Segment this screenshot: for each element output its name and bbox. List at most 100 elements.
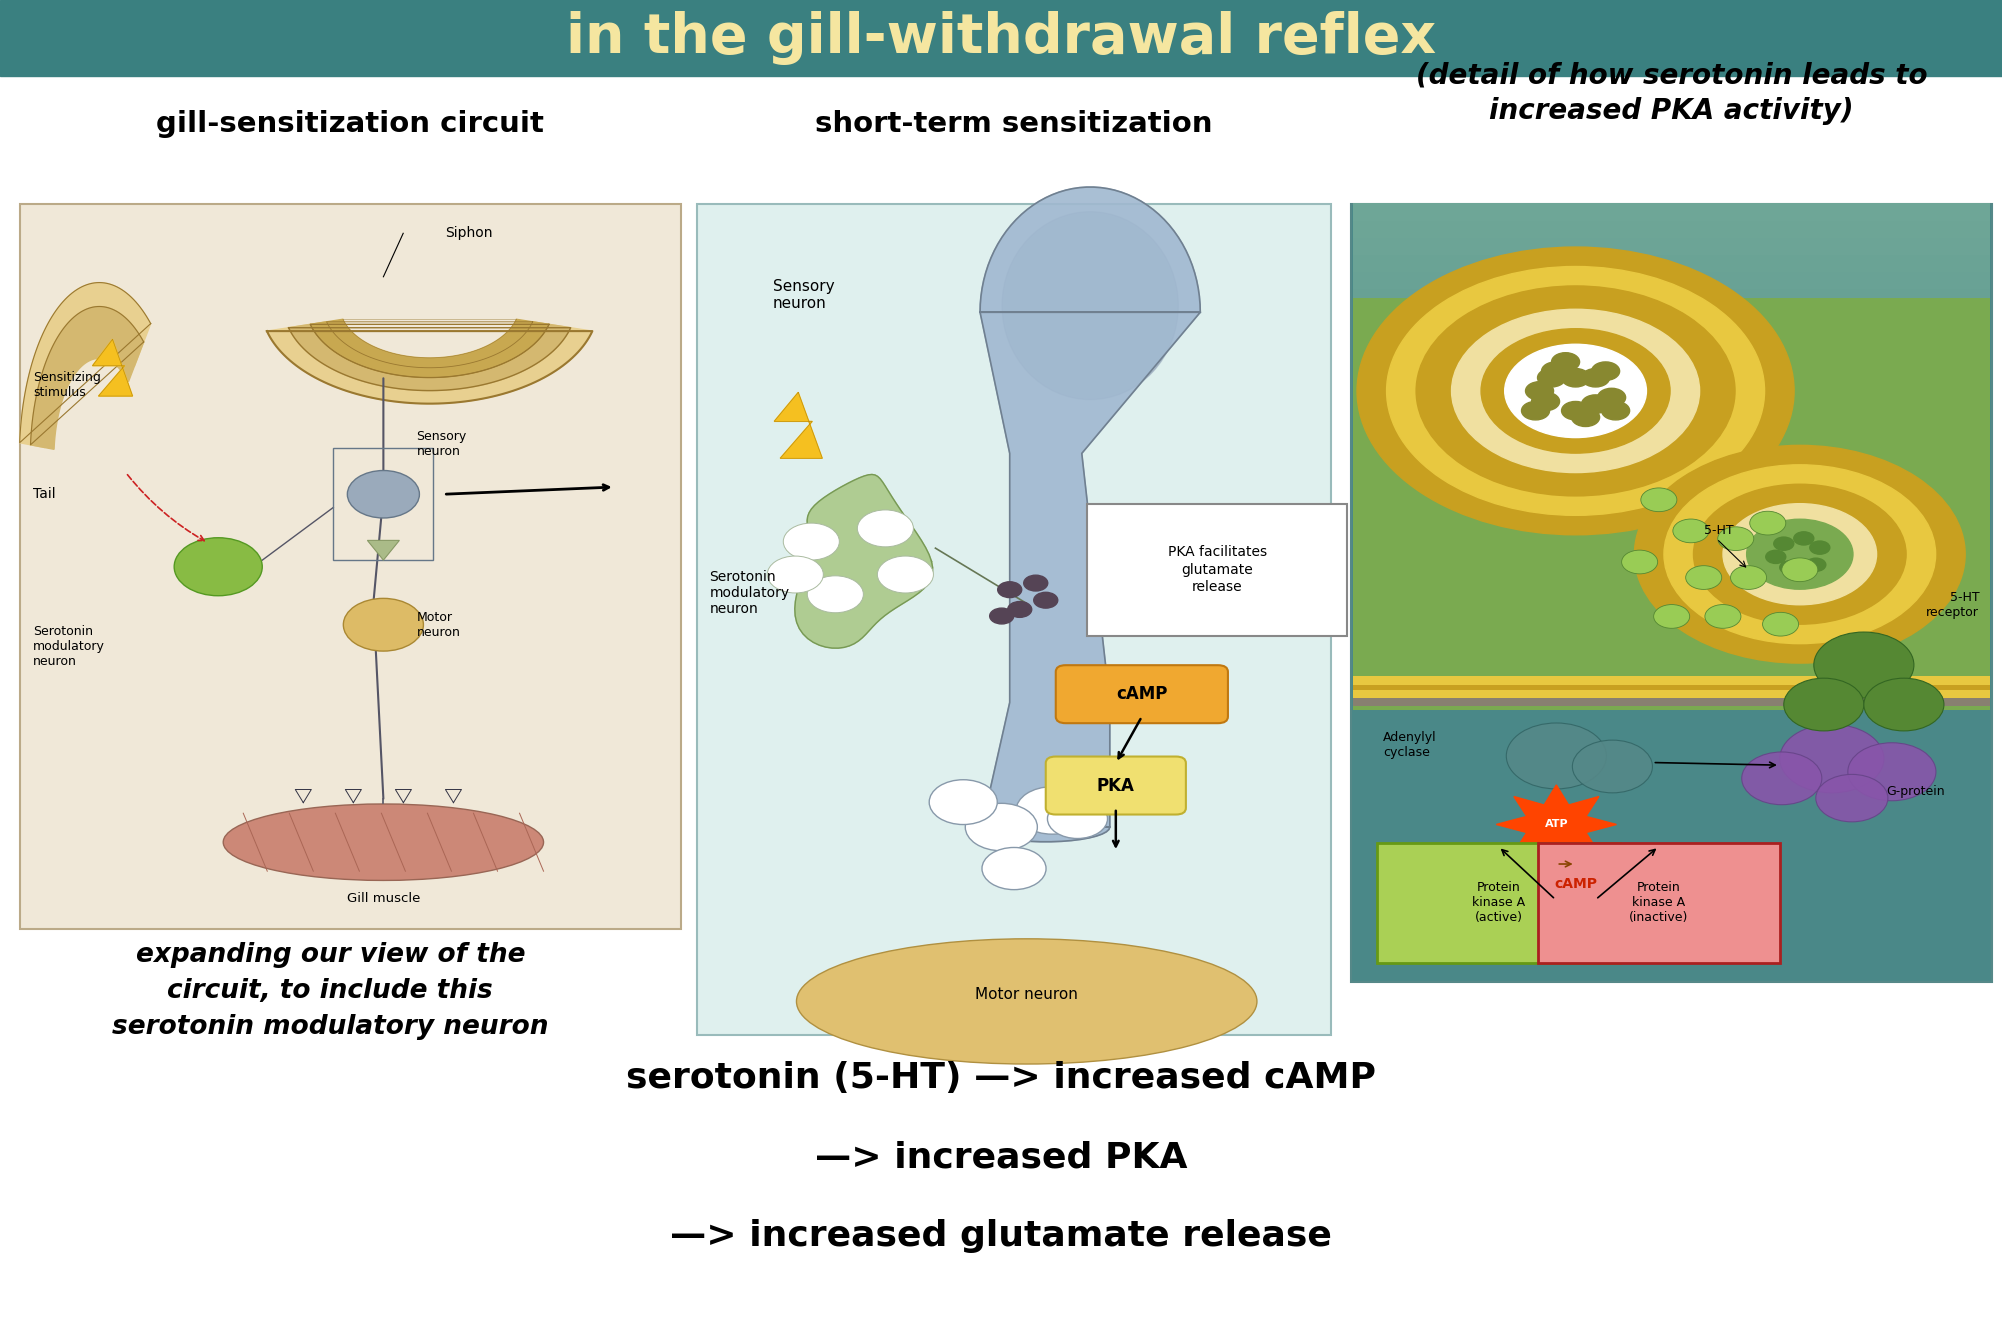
Polygon shape xyxy=(1495,786,1616,865)
Bar xyxy=(1353,489,1990,507)
Circle shape xyxy=(1562,369,1590,387)
FancyBboxPatch shape xyxy=(1377,842,1620,962)
Circle shape xyxy=(1694,484,1906,625)
Text: expanding our view of the
circuit, to include this
serotonin modulatory neuron: expanding our view of the circuit, to in… xyxy=(112,942,549,1040)
Bar xyxy=(1353,689,1990,697)
Circle shape xyxy=(1774,538,1794,551)
Circle shape xyxy=(1572,741,1652,793)
Bar xyxy=(1353,320,1990,339)
Bar xyxy=(334,448,434,560)
Circle shape xyxy=(1033,592,1057,608)
Circle shape xyxy=(1864,679,1944,731)
FancyBboxPatch shape xyxy=(1538,842,1780,962)
Circle shape xyxy=(1017,787,1089,834)
Text: cAMP: cAMP xyxy=(1554,876,1598,891)
Circle shape xyxy=(1806,559,1826,572)
Circle shape xyxy=(1047,799,1107,838)
Circle shape xyxy=(1387,266,1764,515)
Circle shape xyxy=(1023,575,1047,590)
Bar xyxy=(1353,608,1990,626)
Bar xyxy=(1351,204,1992,982)
Bar xyxy=(1353,697,1990,706)
Text: gill-sensitization circuit: gill-sensitization circuit xyxy=(156,111,545,138)
Circle shape xyxy=(1782,558,1818,581)
Text: PKA facilitates
glutamate
release: PKA facilitates glutamate release xyxy=(1167,546,1267,594)
Circle shape xyxy=(1007,601,1031,617)
Circle shape xyxy=(1780,725,1884,793)
Bar xyxy=(1353,676,1990,685)
Circle shape xyxy=(1848,743,1936,801)
Ellipse shape xyxy=(1003,212,1179,399)
Bar xyxy=(697,204,1331,1035)
Text: Adenylyl
cyclase: Adenylyl cyclase xyxy=(1383,731,1437,759)
Polygon shape xyxy=(795,474,933,648)
Bar xyxy=(1087,503,1347,635)
Text: cAMP: cAMP xyxy=(1117,685,1167,704)
Text: ATP: ATP xyxy=(1544,820,1568,829)
Circle shape xyxy=(997,581,1021,597)
Circle shape xyxy=(1642,488,1678,511)
Circle shape xyxy=(1357,246,1794,535)
Circle shape xyxy=(1686,565,1722,589)
Polygon shape xyxy=(310,319,549,377)
Bar xyxy=(1353,540,1990,558)
Text: Sensory
neuron: Sensory neuron xyxy=(773,279,835,311)
Text: Motor neuron: Motor neuron xyxy=(975,987,1079,1002)
Text: —> increased PKA: —> increased PKA xyxy=(815,1140,1187,1174)
Circle shape xyxy=(1562,402,1590,420)
Circle shape xyxy=(1592,362,1620,381)
Bar xyxy=(1353,641,1990,659)
Circle shape xyxy=(1742,753,1822,805)
Bar xyxy=(1353,253,1990,272)
Text: Tail: Tail xyxy=(34,488,56,501)
Bar xyxy=(1353,372,1990,390)
Text: 5-HT: 5-HT xyxy=(1704,525,1734,538)
Bar xyxy=(1353,523,1990,542)
Circle shape xyxy=(1654,605,1690,629)
Circle shape xyxy=(1598,389,1626,407)
Text: Serotonin
modulatory
neuron: Serotonin modulatory neuron xyxy=(34,625,106,668)
Polygon shape xyxy=(266,324,593,403)
Circle shape xyxy=(1522,402,1550,420)
Ellipse shape xyxy=(797,938,1257,1064)
Circle shape xyxy=(1730,565,1766,589)
Bar xyxy=(1353,203,1990,221)
Circle shape xyxy=(1784,679,1864,731)
Bar xyxy=(1353,473,1990,490)
Bar xyxy=(1353,456,1990,474)
Circle shape xyxy=(348,471,420,518)
Circle shape xyxy=(1481,328,1670,453)
Polygon shape xyxy=(30,307,144,449)
Bar xyxy=(1353,298,1990,709)
Circle shape xyxy=(1718,527,1754,551)
Text: Sensitizing
stimulus: Sensitizing stimulus xyxy=(34,372,102,399)
Circle shape xyxy=(1572,409,1600,427)
Bar xyxy=(1353,405,1990,423)
Polygon shape xyxy=(92,339,132,395)
Circle shape xyxy=(981,847,1045,890)
Text: G-protein: G-protein xyxy=(1886,786,1944,797)
Circle shape xyxy=(1506,344,1646,438)
Bar xyxy=(20,204,681,929)
Bar xyxy=(1353,287,1990,306)
Circle shape xyxy=(1674,519,1710,543)
Bar xyxy=(1353,692,1990,709)
Bar xyxy=(1353,658,1990,676)
Bar xyxy=(1353,625,1990,642)
Text: Motor
neuron: Motor neuron xyxy=(416,610,460,639)
Polygon shape xyxy=(368,540,400,560)
Circle shape xyxy=(1634,445,1966,663)
Polygon shape xyxy=(288,322,571,390)
Bar xyxy=(1353,439,1990,457)
Circle shape xyxy=(1724,503,1876,605)
Circle shape xyxy=(1542,362,1570,381)
Bar xyxy=(1353,681,1990,689)
Bar xyxy=(1353,355,1990,373)
Circle shape xyxy=(1526,382,1554,401)
Circle shape xyxy=(807,576,863,613)
FancyBboxPatch shape xyxy=(1055,666,1227,724)
Ellipse shape xyxy=(224,804,545,880)
Circle shape xyxy=(767,556,823,593)
Text: (detail of how serotonin leads to
increased PKA activity): (detail of how serotonin leads to increa… xyxy=(1415,62,1928,125)
Circle shape xyxy=(783,523,839,560)
